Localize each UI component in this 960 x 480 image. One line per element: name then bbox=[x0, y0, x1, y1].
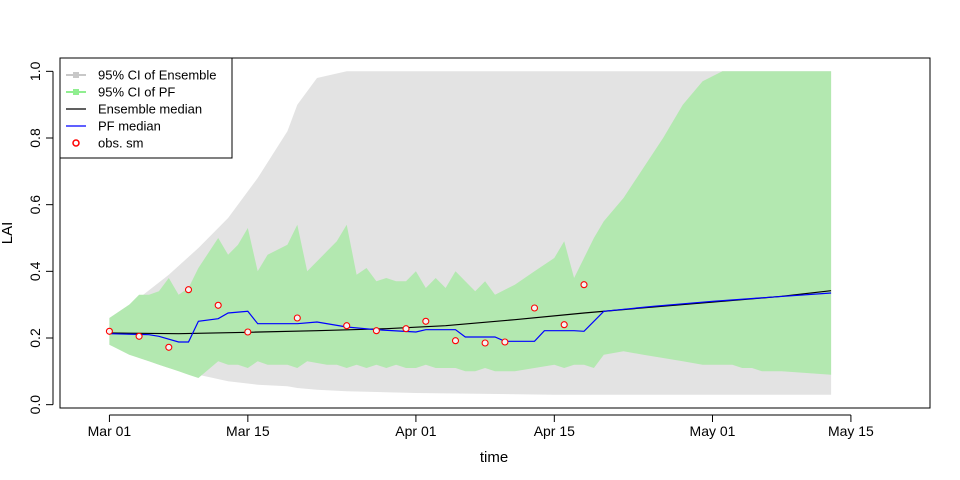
obs-point bbox=[580, 281, 588, 289]
plot-frame bbox=[59, 57, 931, 409]
obs-point bbox=[244, 328, 252, 336]
legend-item: PF median bbox=[66, 119, 161, 134]
obs-point bbox=[402, 325, 410, 333]
x-axis-title: time bbox=[480, 449, 508, 466]
obs-point bbox=[343, 322, 351, 330]
y-tick-label: 0.8 bbox=[27, 128, 43, 148]
obs-point bbox=[372, 327, 380, 335]
obs-point bbox=[184, 286, 193, 294]
y-axis: 0.0 0.2 0.4 0.6 0.8 1.0 bbox=[27, 61, 54, 415]
band-95-ci-of-pf bbox=[109, 71, 832, 379]
legend-item: obs. sm bbox=[72, 136, 144, 151]
legend-label: PF median bbox=[98, 119, 161, 134]
legend-label: Ensemble median bbox=[98, 102, 202, 117]
legend-key-square bbox=[73, 89, 79, 95]
obs-point bbox=[105, 327, 113, 335]
y-tick-label: 0.2 bbox=[27, 328, 43, 348]
legend-item: 95% CI of PF bbox=[66, 85, 175, 100]
x-tick-label: Apr 01 bbox=[395, 423, 436, 439]
x-tick-label: May 15 bbox=[828, 423, 874, 439]
obs-point bbox=[560, 321, 568, 329]
obs-point bbox=[451, 337, 460, 345]
observation-points bbox=[105, 281, 588, 351]
obs-point bbox=[501, 338, 509, 346]
legend-key-circle bbox=[72, 139, 80, 147]
obs-point bbox=[481, 339, 489, 347]
legend-box bbox=[59, 57, 233, 159]
ci-bands bbox=[109, 71, 832, 395]
legend-label: obs. sm bbox=[98, 136, 144, 151]
legend: 95% CI of Ensemble 95% CI of PF Ensemble m… bbox=[59, 57, 233, 159]
y-tick-label: 1.0 bbox=[27, 61, 43, 81]
obs-point bbox=[135, 332, 143, 340]
x-tick-label: Apr 15 bbox=[534, 423, 575, 439]
y-tick-label: 0.0 bbox=[27, 395, 43, 415]
x-tick-label: Mar 01 bbox=[88, 423, 132, 439]
legend-label: 95% CI of PF bbox=[98, 85, 175, 100]
obs-point bbox=[530, 304, 539, 312]
x-tick-label: May 01 bbox=[690, 423, 736, 439]
legend-item: Ensemble median bbox=[66, 102, 202, 117]
x-tick-label: Mar 15 bbox=[226, 423, 270, 439]
y-tick-label: 0.4 bbox=[27, 261, 43, 281]
median-lines bbox=[109, 290, 832, 343]
obs-point bbox=[165, 343, 173, 351]
legend-key-square bbox=[73, 72, 79, 78]
line-pf-median bbox=[109, 292, 832, 343]
x-axis: Mar 01 Mar 15 Apr 01 Apr 15 May 01 May 15 bbox=[88, 414, 874, 439]
y-axis-title: LAI bbox=[0, 222, 16, 245]
obs-point bbox=[293, 314, 301, 322]
legend-item: 95% CI of Ensemble bbox=[66, 68, 217, 83]
obs-point bbox=[422, 317, 430, 325]
obs-point bbox=[214, 301, 222, 309]
legend-label: 95% CI of Ensemble bbox=[98, 68, 217, 83]
y-tick-label: 0.6 bbox=[27, 195, 43, 215]
